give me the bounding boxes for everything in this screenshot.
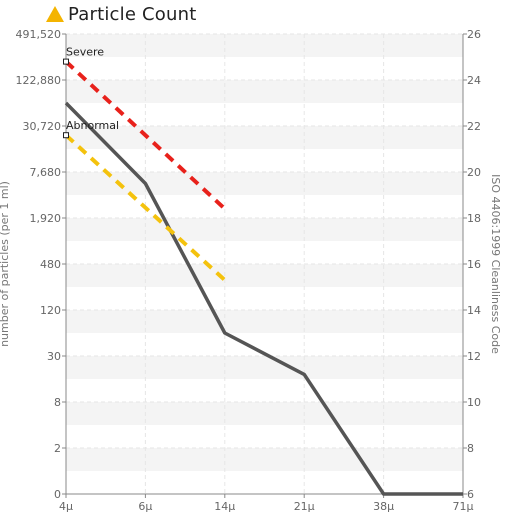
- y2-tick-label: 16: [467, 258, 481, 271]
- y2-tick-label: 10: [467, 396, 481, 409]
- y-tick-label: 0: [54, 488, 61, 501]
- particle-count-line: [64, 101, 463, 496]
- y2-axis-title: ISO 4406:1999 Cleanliness Code: [489, 174, 502, 354]
- x-tick-label: 4μ: [59, 500, 73, 513]
- grid-band: [66, 126, 463, 149]
- y2-tick-label: 8: [467, 442, 474, 455]
- grid-band: [66, 80, 463, 103]
- chart-title: Particle Count: [68, 3, 197, 25]
- y-tick-label: 491,520: [16, 28, 62, 41]
- annotation-marker: [63, 58, 69, 65]
- y2-tick-label: 26: [467, 28, 481, 41]
- y2-tick-label: 6: [467, 488, 474, 501]
- warning-triangle-icon: [46, 6, 64, 22]
- grid-band: [66, 310, 463, 333]
- grid-band: [66, 356, 463, 379]
- x-tick-label: 14μ: [214, 500, 235, 513]
- x-tick-label: 38μ: [373, 500, 394, 513]
- annotation-label: Abnormal: [66, 119, 119, 132]
- y2-tick-label: 24: [467, 74, 481, 87]
- y-tick-label: 30: [47, 350, 61, 363]
- y2-tick-label: 18: [467, 212, 481, 225]
- x-tick-label: 6μ: [138, 500, 152, 513]
- grid-band: [66, 34, 463, 57]
- grid-band: [66, 264, 463, 287]
- abnormal-threshold-line: [64, 133, 227, 282]
- x-tick-label: 71μ: [453, 500, 474, 513]
- y-axis-title: number of particles (per 1 ml): [0, 181, 11, 347]
- annotation-label: Severe: [66, 46, 104, 59]
- chart-header: Particle Count: [46, 2, 196, 26]
- y-tick-label: 7,680: [30, 166, 62, 179]
- y2-tick-label: 22: [467, 120, 481, 133]
- x-tick-label: 21μ: [294, 500, 315, 513]
- y-tick-label: 8: [54, 396, 61, 409]
- y-tick-label: 2: [54, 442, 61, 455]
- grid-band: [66, 218, 463, 241]
- y-tick-label: 122,880: [16, 74, 62, 87]
- y-tick-label: 120: [40, 304, 61, 317]
- grid-band: [66, 402, 463, 425]
- severe-threshold-line: [64, 60, 227, 211]
- grid-band: [66, 448, 463, 471]
- y2-tick-label: 12: [467, 350, 481, 363]
- y2-tick-label: 14: [467, 304, 481, 317]
- grid-band: [66, 172, 463, 195]
- y2-tick-label: 20: [467, 166, 481, 179]
- y-tick-label: 480: [40, 258, 61, 271]
- annotation-marker: [63, 132, 69, 139]
- y-tick-label: 30,720: [23, 120, 62, 133]
- y-tick-label: 1,920: [30, 212, 62, 225]
